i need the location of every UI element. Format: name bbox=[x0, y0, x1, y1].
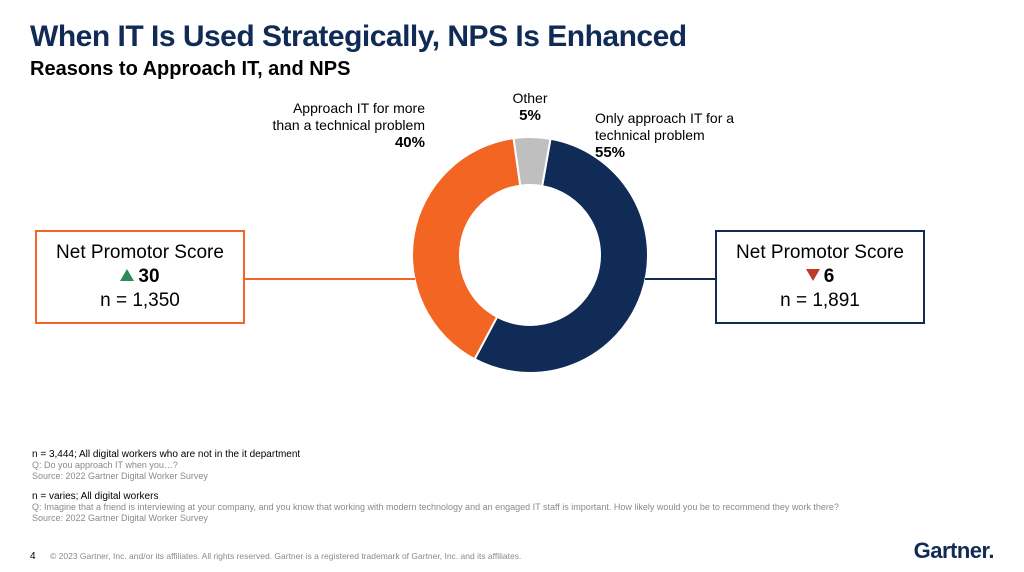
connector-line bbox=[245, 278, 415, 280]
bottom-bar: 4 © 2023 Gartner, Inc. and/or its affili… bbox=[30, 538, 994, 564]
nps-score: 30 bbox=[53, 266, 227, 288]
slice-pct: 55% bbox=[595, 144, 625, 161]
slice-pct: 40% bbox=[395, 134, 425, 151]
slice-label-technical: Only approach IT for a technical problem… bbox=[595, 110, 795, 162]
slice-label-text: technical problem bbox=[595, 127, 705, 143]
nps-n: n = 1,350 bbox=[53, 290, 227, 312]
slice-label-text: Approach IT for more bbox=[293, 100, 425, 116]
copyright-text: © 2023 Gartner, Inc. and/or its affiliat… bbox=[50, 551, 521, 561]
donut-chart bbox=[410, 135, 650, 375]
slice-label-more: Approach IT for more than a technical pr… bbox=[245, 100, 425, 152]
slide-subtitle: Reasons to Approach IT, and NPS bbox=[30, 58, 994, 81]
chart-area: Only approach IT for a technical problem… bbox=[0, 100, 1024, 460]
slice-label-other: Other 5% bbox=[490, 90, 570, 125]
footnote-sub: Source: 2022 Gartner Digital Worker Surv… bbox=[32, 471, 992, 482]
triangle-up-icon bbox=[120, 269, 134, 281]
nps-box-left: Net Promotor Score 30 n = 1,350 bbox=[35, 230, 245, 324]
slide-title: When IT Is Used Strategically, NPS Is En… bbox=[30, 20, 994, 54]
footnote-block: n = varies; All digital workers Q: Imagi… bbox=[32, 491, 992, 525]
footnote-head: n = 3,444; All digital workers who are n… bbox=[32, 449, 992, 460]
triangle-down-icon bbox=[806, 269, 820, 281]
footnote-sub: Q: Do you approach IT when you…? bbox=[32, 460, 992, 471]
slice-pct: 5% bbox=[519, 107, 541, 124]
slice-label-text: Other bbox=[512, 90, 547, 106]
page-number: 4 bbox=[30, 551, 36, 562]
gartner-logo: Gartner. bbox=[914, 538, 994, 564]
logo-dot: . bbox=[988, 538, 994, 563]
logo-text: Gartner bbox=[914, 538, 989, 563]
slide: When IT Is Used Strategically, NPS Is En… bbox=[0, 0, 1024, 572]
nps-title: Net Promotor Score bbox=[733, 242, 907, 264]
footnote-sub: Q: Imagine that a friend is interviewing… bbox=[32, 502, 992, 513]
footnote-head: n = varies; All digital workers bbox=[32, 491, 992, 502]
footnotes: n = 3,444; All digital workers who are n… bbox=[32, 449, 992, 532]
nps-box-right: Net Promotor Score 6 n = 1,891 bbox=[715, 230, 925, 324]
bottom-left: 4 © 2023 Gartner, Inc. and/or its affili… bbox=[30, 546, 521, 564]
footnote-block: n = 3,444; All digital workers who are n… bbox=[32, 449, 992, 483]
nps-score: 6 bbox=[733, 266, 907, 288]
nps-n: n = 1,891 bbox=[733, 290, 907, 312]
nps-title: Net Promotor Score bbox=[53, 242, 227, 264]
footnote-sub: Source: 2022 Gartner Digital Worker Surv… bbox=[32, 513, 992, 524]
slice-label-text: than a technical problem bbox=[272, 117, 425, 133]
connector-line bbox=[645, 278, 715, 280]
slice-label-text: Only approach IT for a bbox=[595, 110, 734, 126]
